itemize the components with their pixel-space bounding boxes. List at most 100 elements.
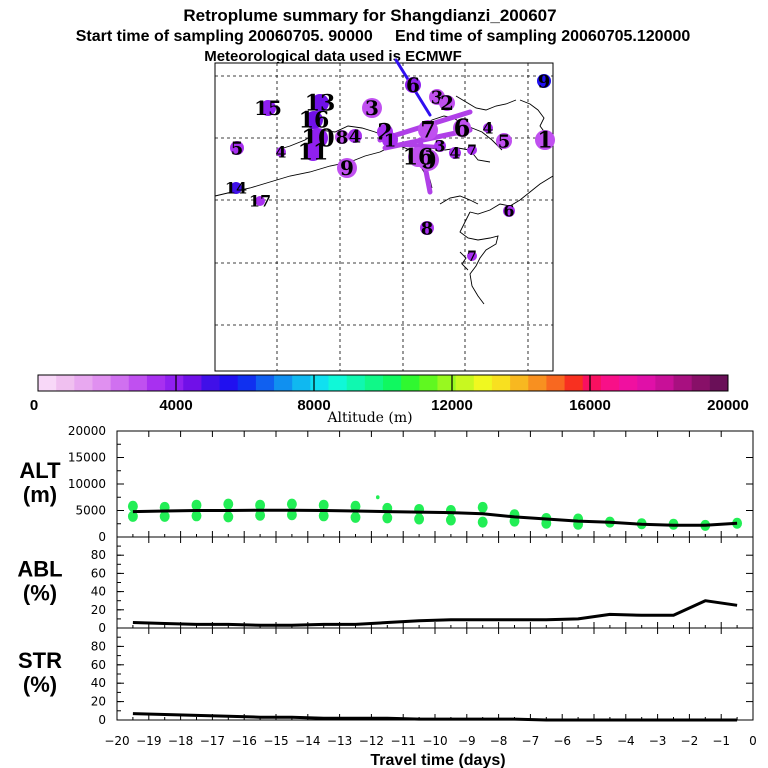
colorbar-tick-label: 12000: [431, 397, 473, 414]
colorbar-tick-label: 4000: [159, 397, 192, 414]
y-axis-label: (%): [23, 672, 57, 697]
plume-marker-label: 11: [298, 140, 329, 166]
alt-data-point: [191, 499, 202, 511]
plume-marker-label: 1: [384, 130, 397, 151]
plume-marker-dot: [467, 251, 477, 261]
plume-marker-label: 14: [225, 179, 247, 198]
x-tick-label: −6: [553, 734, 571, 748]
plume-marker-label: 5: [231, 138, 244, 159]
trajectory-line: [402, 143, 442, 149]
alt-data-point: [223, 511, 234, 523]
plume-marker-dot: [260, 100, 276, 116]
alt-data-point: [414, 513, 425, 525]
plume-marker-label: 6: [503, 202, 514, 221]
colorbar-tick-labels: 0 4000 8000 12000 16000 20000: [30, 375, 749, 414]
plume-marker-dot: [449, 147, 461, 159]
plume-marker-label: 17: [249, 192, 271, 211]
altitude-colorbar: 0 4000 8000 12000 16000 20000 Altitude (m): [30, 374, 749, 426]
colorbar-cell: [56, 375, 75, 391]
colorbar-cell: [183, 375, 202, 391]
colorbar-cell: [455, 375, 475, 391]
plume-marker-dot: [230, 141, 244, 155]
plume-marker-label: 3: [365, 96, 379, 120]
plume-marker-dot: [420, 221, 434, 235]
plume-marker-label: 1: [537, 128, 552, 154]
alt-data-point: [445, 505, 456, 516]
series-line-alt: [132, 508, 738, 527]
alt-data-point: [318, 510, 329, 522]
plume-marker-label: 4: [482, 119, 493, 138]
alt-data-point: [382, 512, 393, 524]
x-tick-label: −19: [136, 734, 161, 748]
y-tick-label: 40: [91, 676, 106, 690]
colorbar-cell: [709, 375, 729, 391]
y-tick-label: 60: [91, 566, 106, 580]
alt-data-point: [477, 501, 488, 513]
colorbar-cell: [292, 375, 311, 391]
colorbar-cell: [564, 375, 584, 391]
alt-data-point: [127, 500, 138, 512]
plume-marker-dot: [362, 98, 382, 118]
plume-marker-label: 15: [254, 96, 282, 120]
x-tick-label: 0: [749, 734, 757, 748]
x-tick-label: −5: [585, 734, 603, 748]
x-tick-label: −8: [490, 734, 508, 748]
abl-panel: 0 20 40 60 80 ABL(%): [17, 536, 754, 635]
y-tick-label: 60: [91, 658, 106, 672]
plume-marker-dot: [453, 119, 471, 137]
colorbar-cell: [128, 375, 148, 391]
series-line-abl: [132, 599, 738, 627]
y-tick-label: 15000: [68, 451, 106, 465]
plume-marker-dot: [305, 111, 323, 129]
plume-marker-dot: [535, 130, 555, 150]
alt-data-point: [223, 498, 234, 510]
y-tick-label: 80: [91, 548, 106, 562]
alt-data-point: [477, 516, 488, 528]
alt-data-point: [350, 500, 361, 512]
alt-data-point: [375, 495, 380, 500]
plume-marker-dot: [230, 182, 242, 194]
plume-marker-dot: [311, 94, 329, 112]
x-tick-label: −12: [359, 734, 384, 748]
x-tick-label: −10: [422, 734, 447, 748]
x-tick-label: −3: [649, 734, 667, 748]
colorbar-cell: [401, 375, 420, 391]
y-tick-label: 20: [91, 695, 106, 709]
x-tick-label: −2: [681, 734, 699, 748]
plume-marker-label: 9: [538, 71, 551, 92]
colorbar-cell: [38, 375, 57, 391]
plume-marker-label: 6: [454, 113, 471, 142]
colorbar-cell: [637, 375, 656, 391]
alt-data-point: [159, 510, 170, 522]
colorbar-tick-label: 8000: [297, 397, 330, 414]
y-axis-label: ABL: [17, 557, 62, 582]
colorbar-cell: [274, 375, 293, 391]
y-axis-label: (m): [23, 482, 57, 507]
alt-data-point: [286, 498, 297, 510]
plume-marker-dot: [467, 145, 477, 155]
colorbar-cell: [201, 375, 221, 391]
plume-marker-dot: [418, 120, 438, 140]
colorbar-cell: [473, 375, 493, 391]
colorbar-cell: [364, 375, 384, 391]
alt-data-point: [255, 499, 266, 511]
plume-marker-dot: [408, 147, 428, 167]
series-line-str: [132, 712, 738, 722]
plume-marker-dot: [335, 130, 349, 144]
y-axis-label: ALT: [19, 458, 61, 483]
y-tick-label: 80: [91, 639, 106, 653]
plume-marker-label: 7: [467, 249, 477, 265]
colorbar-tick-label: 20000: [707, 397, 749, 414]
plume-marker-label: 8: [421, 218, 434, 239]
y-tick-label: 5000: [75, 504, 106, 518]
x-tick-label: −20: [104, 734, 129, 748]
plume-marker-dot: [382, 132, 398, 148]
alt-data-point: [127, 510, 138, 522]
colorbar-cell: [255, 375, 275, 391]
plume-marker-label: 4: [275, 143, 286, 162]
plume-marker-label: 4: [349, 126, 362, 147]
colorbar-cell: [582, 375, 602, 391]
x-tick-label: −16: [232, 734, 257, 748]
